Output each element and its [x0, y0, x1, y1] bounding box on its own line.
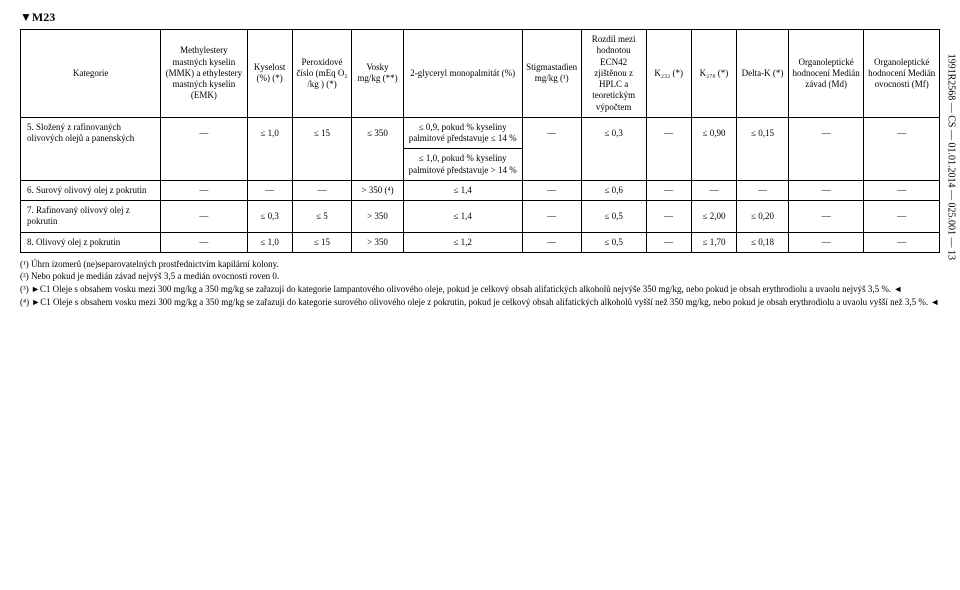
- cell: —: [646, 180, 691, 200]
- cell: ≤ 0,5: [581, 232, 646, 252]
- cell: —: [522, 201, 581, 233]
- col-md: Organoleptické hodnocení Medián závad (M…: [788, 30, 864, 118]
- cell: ≤ 1,4: [403, 201, 522, 233]
- cell: ≤ 15: [292, 117, 351, 149]
- cell: —: [788, 201, 864, 233]
- cell: ≤ 2,00: [691, 201, 736, 233]
- table-row: 5. Složený z rafinovaných olivových olej…: [21, 117, 940, 149]
- cell: [691, 149, 736, 181]
- cell: > 350: [352, 201, 404, 233]
- cell: ≤ 0,20: [737, 201, 789, 233]
- cell: ≤ 0,9, pokud % kyseliny palmitové předst…: [403, 117, 522, 149]
- cell-cat-6: 6. Surový olivový olej z pokrutin: [21, 180, 161, 200]
- cell: —: [522, 117, 581, 149]
- col-kyselost: Kyselost (%) (*): [247, 30, 292, 118]
- footnote-1: (¹) Úhrn izomerů (ne)separovatelných pro…: [20, 259, 940, 271]
- col-kategorie: Kategorie: [21, 30, 161, 118]
- cell: ≤ 0,3: [247, 201, 292, 233]
- cell: —: [646, 201, 691, 233]
- cell: —: [161, 201, 247, 233]
- cell: [21, 149, 161, 181]
- footnote-3: (³) ►C1 Oleje s obsahem vosku mezi 300 m…: [20, 284, 940, 296]
- cell: —: [864, 117, 940, 149]
- cell: ≤ 0,5: [581, 201, 646, 233]
- table-row: 6. Surový olivový olej z pokrutin — — — …: [21, 180, 940, 200]
- cell: ≤ 1,0, pokud % kyseliny palmitové předst…: [403, 149, 522, 181]
- cell: ≤ 1,0: [247, 232, 292, 252]
- col-vosky: Vosky mg/kg (**): [352, 30, 404, 118]
- cell: ≤ 0,18: [737, 232, 789, 252]
- cell: [292, 149, 351, 181]
- cell: [247, 149, 292, 181]
- cell: ≤ 1,70: [691, 232, 736, 252]
- cell-cat-7: 7. Rafinovaný olivový olej z pokrutin: [21, 201, 161, 233]
- cell: > 350: [352, 232, 404, 252]
- footnote-2: (²) Nebo pokud je medián závad nejvýš 3,…: [20, 271, 940, 283]
- cell-cat-5: 5. Složený z rafinovaných olivových olej…: [21, 117, 161, 149]
- cell: —: [292, 180, 351, 200]
- footnote-4: (⁴) ►C1 Oleje s obsahem vosku mezi 300 m…: [20, 297, 940, 309]
- col-ecn42: Rozdíl mezi hodnotou ECN42 zjištěnou z H…: [581, 30, 646, 118]
- cell: [352, 149, 404, 181]
- cell: [737, 149, 789, 181]
- cell: —: [522, 232, 581, 252]
- table-row: 7. Rafinovaný olivový olej z pokrutin — …: [21, 201, 940, 233]
- cell: ≤ 1,2: [403, 232, 522, 252]
- cell: —: [247, 180, 292, 200]
- cell: [522, 149, 581, 181]
- col-peroxid: Peroxidové číslo (mEq O₂ /kg ) (*): [292, 30, 351, 118]
- col-mf: Organoleptické hodnocení Medián ovocnost…: [864, 30, 940, 118]
- cell: —: [161, 232, 247, 252]
- data-table: Kategorie Methylestery mastných kyselin …: [20, 29, 940, 253]
- cell: —: [737, 180, 789, 200]
- cell: —: [788, 232, 864, 252]
- col-stigmastadien: Stigmastadien mg/kg (¹): [522, 30, 581, 118]
- cell: —: [646, 117, 691, 149]
- col-mmk-emk: Methylestery mastných kyselin (MMK) a et…: [161, 30, 247, 118]
- cell: —: [864, 232, 940, 252]
- cell: ≤ 0,6: [581, 180, 646, 200]
- footnotes: (¹) Úhrn izomerů (ne)separovatelných pro…: [20, 259, 940, 309]
- section-marker: ▼M23: [20, 10, 940, 25]
- table-row: 8. Olivový olej z pokrutin — ≤ 1,0 ≤ 15 …: [21, 232, 940, 252]
- cell: ≤ 1,0: [247, 117, 292, 149]
- cell: —: [788, 180, 864, 200]
- cell: —: [161, 180, 247, 200]
- cell: ≤ 350: [352, 117, 404, 149]
- cell-cat-8: 8. Olivový olej z pokrutin: [21, 232, 161, 252]
- col-glyceryl: 2-glyceryl monopalmitát (%): [403, 30, 522, 118]
- cell: [581, 149, 646, 181]
- col-deltak: Delta-K (*): [737, 30, 789, 118]
- cell: —: [864, 201, 940, 233]
- cell: [864, 149, 940, 181]
- cell: ≤ 0,90: [691, 117, 736, 149]
- page-side-reference: 1991R2568 — CS — 01.01.2014 — 025.001 — …: [945, 54, 956, 260]
- cell: ≤ 5: [292, 201, 351, 233]
- cell: [646, 149, 691, 181]
- cell: ≤ 0,3: [581, 117, 646, 149]
- cell: —: [788, 117, 864, 149]
- cell: ≤ 1,4: [403, 180, 522, 200]
- cell: ≤ 15: [292, 232, 351, 252]
- cell: —: [522, 180, 581, 200]
- cell: > 350 (⁴): [352, 180, 404, 200]
- cell: —: [646, 232, 691, 252]
- cell: ≤ 0,15: [737, 117, 789, 149]
- cell: [788, 149, 864, 181]
- table-header-row: Kategorie Methylestery mastných kyselin …: [21, 30, 940, 118]
- col-k232: K₂₃₂ (*): [646, 30, 691, 118]
- col-k270: K₂₇₀ (*): [691, 30, 736, 118]
- cell: [161, 149, 247, 181]
- cell: —: [691, 180, 736, 200]
- cell: —: [161, 117, 247, 149]
- cell: —: [864, 180, 940, 200]
- table-row: ≤ 1,0, pokud % kyseliny palmitové předst…: [21, 149, 940, 181]
